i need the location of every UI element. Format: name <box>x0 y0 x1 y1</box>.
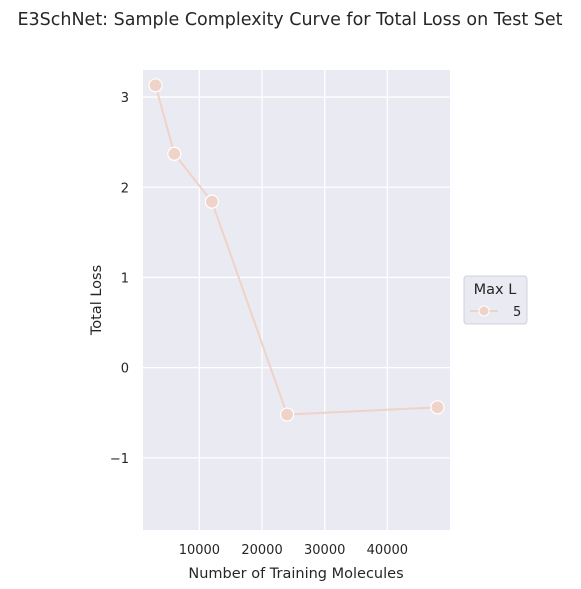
x-tick-label: 20000 <box>241 543 282 558</box>
y-tick-label: 0 <box>121 362 129 377</box>
plot-area <box>143 70 450 530</box>
y-tick-label: −1 <box>110 452 129 467</box>
y-tick-label: 3 <box>121 91 129 106</box>
legend-marker <box>478 305 490 317</box>
legend-entry-label: 5 <box>513 305 521 320</box>
data-point <box>430 400 445 415</box>
y-axis-ticks: −1 0 1 2 3 <box>110 91 129 467</box>
data-point <box>280 407 295 422</box>
grid-lines <box>143 70 450 530</box>
x-tick-label: 40000 <box>367 543 408 558</box>
series-group <box>148 78 445 422</box>
x-axis-ticks: 10000 20000 30000 40000 <box>179 543 408 558</box>
data-point <box>204 194 220 209</box>
y-tick-label: 2 <box>121 181 129 196</box>
chart-title: E3SchNet: Sample Complexity Curve for To… <box>17 10 562 30</box>
x-tick-label: 30000 <box>304 543 345 558</box>
data-point <box>167 146 182 161</box>
y-axis-label: Total Loss <box>89 265 105 336</box>
legend: Max L 5 <box>463 275 528 325</box>
data-point <box>148 78 163 93</box>
x-axis-label: Number of Training Molecules <box>188 566 403 582</box>
x-tick-label: 10000 <box>179 543 220 558</box>
legend-title: Max L <box>474 282 517 298</box>
y-tick-label: 1 <box>121 271 129 286</box>
